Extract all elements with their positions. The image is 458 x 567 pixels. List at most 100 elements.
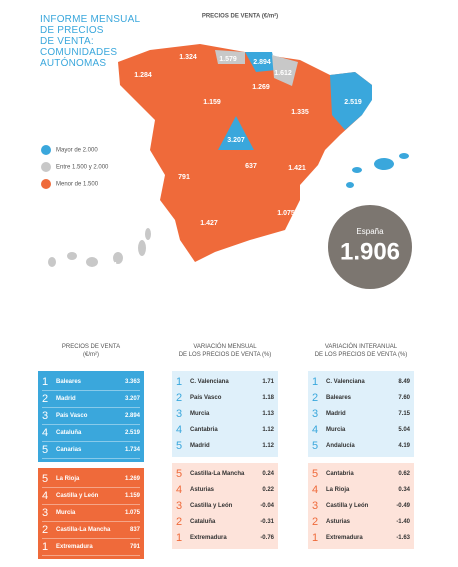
rank: 2 [176,392,183,404]
rank: 3 [312,408,319,420]
table-row: 5 Madrid 1.12 [176,438,274,454]
table-row: 3 Murcia 1.13 [176,406,274,422]
value: 0.22 [262,487,274,493]
table-row: 2 País Vasco 1.18 [176,390,274,406]
rank: 2 [42,393,49,405]
rank: 4 [176,484,183,496]
rank: 5 [42,473,49,485]
region [218,116,254,150]
table-row: 1 Extremadura -1.63 [312,530,410,546]
region [215,50,245,64]
table-subtitle: DE LOS PRECIOS DE VENTA (%) [178,352,272,358]
rank: 5 [312,468,319,480]
table-row: 4 La Rioja 0.34 [312,482,410,498]
value: 1.12 [262,427,274,433]
rank: 1 [176,532,183,544]
legend-label: Entre 1.500 y 2.000 [56,165,109,171]
region-name: Asturias [190,487,215,493]
value: -1.63 [396,535,410,541]
region-value: 1.324 [179,54,197,61]
legend-label: Menor de 1.500 [56,182,99,188]
table: VARIACIÓN MENSUAL DE LOS PRECIOS DE VENTA… [172,343,278,555]
map: PRECIOS DE VENTA (€/m²) Mayor de 2.000 Ent… [41,13,412,289]
rank: 2 [42,524,49,536]
region [86,257,98,267]
table-box: 5 Castilla-La Mancha 0.24 4 Asturias 0.22 3 Cas… [172,463,278,549]
value: 1.075 [124,510,140,516]
value: 1.159 [124,493,140,499]
legend-swatch [41,179,51,189]
value: 2.519 [124,430,140,436]
table-row: 2 Baleares 7.60 [312,390,410,406]
region [67,252,77,260]
rank: 3 [42,410,49,422]
region [113,252,123,264]
rank: 3 [42,507,49,519]
table-box: 5 La Rioja 1.269 4 Castilla y León 1.159 3 Murc… [38,468,144,559]
map-title: PRECIOS DE VENTA (€/m²) [202,13,278,20]
region [352,167,362,173]
table-box: 1 Baleares 3.363 2 Madrid 3.207 3 País Vasco 2.8… [38,371,144,462]
region-value: 1.159 [203,99,221,106]
title-line: DE PRECIOS [40,25,104,36]
region-name: Cantabria [326,471,354,477]
title: INFORME MENSUAL DE PRECIOS DE VENTA: COMUNI… [40,14,140,69]
rank: 4 [176,424,183,436]
region-value: 1.421 [288,165,306,172]
value: 1.18 [262,395,274,401]
region-value: 2.519 [344,99,362,106]
region [245,52,276,72]
table-row: 1 C. Valenciana 1.71 [176,374,274,390]
rank: 3 [176,500,183,512]
title-line: AUTÓNOMAS [40,58,107,69]
table-title: PRECIOS DE VENTA [61,344,121,350]
region-name: Madrid [56,396,76,402]
value: 791 [129,544,140,550]
table-row: 1 Extremadura -0.76 [176,530,274,546]
value: 7.60 [398,395,410,401]
table-row: 4 Murcia 5.04 [312,422,410,438]
region [374,158,394,170]
rank: 3 [312,500,319,512]
table-title: VARIACIÓN INTERANUAL [324,344,398,350]
legend-swatch [41,162,51,172]
region-name: Castilla y León [190,503,233,509]
table-box: 5 Cantabria 0.62 4 La Rioja 0.34 3 Castilla y L… [308,463,414,549]
region-value: 2.894 [253,59,271,66]
value: 3.207 [124,396,140,402]
rank: 5 [42,444,49,456]
rank: 2 [176,516,183,528]
region-value: 1.734 [99,262,117,269]
table-row: 3 País Vasco 2.894 [42,408,140,425]
rank: 5 [312,440,319,452]
value: 1.269 [124,476,140,482]
value: 837 [129,527,140,533]
region-name: Castilla-La Mancha [56,527,111,533]
region-name: País Vasco [190,395,222,401]
rank: 5 [176,440,183,452]
table-row: 2 Asturias -1.40 [312,514,410,530]
region-name: Cantabria [190,427,218,433]
table-row: 1 C. Valenciana 8.49 [312,374,410,390]
rank: 1 [312,376,319,388]
table-header: VARIACIÓN MENSUAL DE LOS PRECIOS DE VENTA… [172,343,278,371]
region-name: Murcia [190,411,210,417]
value: 0.62 [398,471,410,477]
table-header: PRECIOS DE VENTA (€/m²) [38,343,144,371]
region-name: Murcia [56,510,76,516]
table-title: VARIACIÓN MENSUAL [193,344,257,350]
rank: 3 [176,408,183,420]
region-name: Cataluña [56,430,82,436]
region-value: 1.427 [200,220,218,227]
region-value: 637 [245,163,257,170]
region [48,257,56,267]
region-name: Baleares [56,379,82,385]
region-name: La Rioja [326,487,350,493]
value: -0.31 [260,519,274,525]
rank: 4 [312,484,319,496]
region [145,228,151,240]
region-name: Extremadura [56,544,93,550]
region-name: Asturias [326,519,351,525]
region [272,55,298,86]
